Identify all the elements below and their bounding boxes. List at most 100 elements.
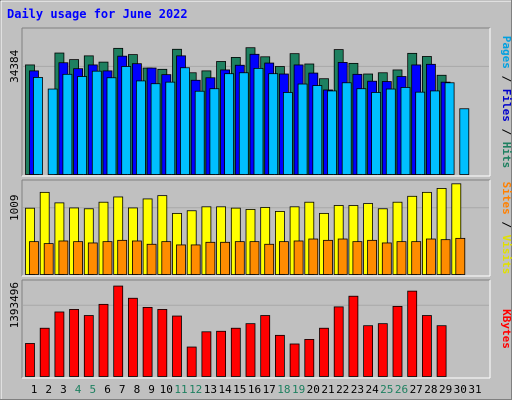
bar-pages-day-5 [91, 70, 102, 175]
bar-kbytes-day-18 [274, 334, 285, 377]
bar-pages-day-7 [121, 66, 132, 175]
bar-kbytes-day-10 [157, 309, 168, 377]
bar-sites-day-4 [73, 241, 83, 275]
bar-kbytes-day-8 [127, 297, 138, 377]
bar-sites-day-16 [249, 241, 260, 275]
bar-kbytes-day-28 [421, 315, 432, 377]
bar-kbytes-day-24 [363, 325, 374, 377]
bar-kbytes-day-20 [304, 339, 315, 377]
bar-sites-day-26 [396, 241, 407, 275]
bar-sites-day-22 [337, 238, 348, 275]
bar-sites-day-28 [425, 238, 436, 275]
bar-sites-day-5 [87, 242, 98, 275]
bar-sites-day-6 [102, 241, 113, 275]
bar-sites-day-12 [190, 244, 201, 275]
x-tick-label-day-11: 11 [174, 383, 187, 396]
x-tick-label-day-16: 16 [248, 383, 261, 396]
panel-series-label: Pages / Files / Hits [500, 36, 512, 169]
panel-series-label: KBytes [500, 309, 512, 349]
bar-sites-day-14 [220, 241, 231, 275]
bar-kbytes-day-4 [69, 309, 79, 377]
bar-kbytes-day-13 [201, 331, 212, 377]
bar-pages-day-18 [282, 92, 293, 175]
bar-kbytes-day-12 [186, 346, 197, 377]
x-tick-label-day-4: 4 [75, 383, 82, 396]
x-tick-label-day-5: 5 [89, 383, 96, 396]
x-tick-label-day-26: 26 [395, 383, 408, 396]
x-tick-label-day-14: 14 [218, 383, 232, 396]
x-tick-label-day-30: 30 [454, 383, 467, 396]
bar-sites-day-8 [131, 240, 142, 275]
bar-kbytes-day-25 [377, 323, 388, 377]
bar-kbytes-day-11 [172, 315, 182, 377]
bar-sites-day-24 [367, 239, 378, 275]
series-sites [29, 237, 466, 275]
bar-pages-day-4 [77, 76, 87, 175]
bar-sites-day-10 [161, 241, 172, 275]
bar-sites-day-15 [234, 241, 245, 275]
series-pages [33, 66, 470, 175]
bar-pages-day-30 [459, 108, 470, 175]
x-tick-label-day-24: 24 [365, 383, 379, 396]
bar-pages-day-9 [150, 83, 161, 175]
bar-pages-day-23 [356, 88, 367, 175]
bar-sites-day-2 [43, 243, 54, 275]
bar-kbytes-day-23 [348, 295, 359, 377]
x-tick-label-day-12: 12 [189, 383, 202, 396]
bar-pages-day-15 [238, 72, 249, 175]
series-kbytes [25, 285, 447, 377]
bar-pages-day-16 [253, 67, 264, 175]
x-tick-label-day-15: 15 [233, 383, 246, 396]
panel-visits-sites: 1009 Sites / Visits [8, 179, 512, 277]
x-tick-label-day-20: 20 [307, 383, 320, 396]
bar-pages-day-22 [341, 82, 352, 175]
bar-pages-day-17 [268, 73, 279, 175]
bar-pages-day-19 [297, 83, 308, 175]
x-tick-label-day-22: 22 [336, 383, 349, 396]
x-tick-label-day-9: 9 [148, 383, 155, 396]
bar-pages-day-24 [371, 92, 382, 175]
bar-pages-day-25 [385, 88, 396, 175]
bar-pages-day-26 [400, 87, 411, 175]
x-tick-label-day-3: 3 [60, 383, 67, 396]
bar-kbytes-day-14 [216, 330, 227, 377]
bar-kbytes-day-21 [319, 327, 329, 377]
bar-sites-day-23 [352, 241, 363, 275]
bar-sites-day-20 [308, 238, 319, 275]
bar-pages-day-27 [415, 91, 426, 175]
bar-sites-day-11 [176, 244, 186, 275]
bar-pages-day-20 [312, 85, 323, 175]
x-tick-label-day-2: 2 [45, 383, 52, 396]
x-tick-label-day-17: 17 [263, 383, 276, 396]
bar-pages-day-28 [429, 90, 440, 175]
bar-kbytes-day-1 [25, 343, 35, 377]
x-tick-label-day-23: 23 [351, 383, 364, 396]
bar-sites-day-25 [381, 242, 392, 275]
bar-sites-day-13 [205, 241, 216, 275]
bar-sites-day-29 [440, 239, 451, 275]
bar-kbytes-day-19 [289, 343, 300, 377]
chart-title: Daily usage for June 2022 [7, 7, 188, 21]
x-tick-label-day-29: 29 [439, 383, 452, 396]
panel-hits-files-pages: 34384 Pages / Files / Hits [8, 27, 512, 177]
bar-kbytes-day-26 [392, 305, 403, 377]
bar-kbytes-day-17 [260, 315, 271, 377]
bar-sites-day-1 [29, 241, 39, 275]
bar-kbytes-day-7 [113, 285, 124, 377]
bar-pages-day-14 [224, 73, 235, 175]
x-tick-label-day-10: 10 [160, 383, 173, 396]
panel-kbytes: 1393496 KBytes [8, 279, 512, 379]
bar-pages-day-21 [327, 90, 337, 175]
x-tick-label-day-8: 8 [134, 383, 141, 396]
bar-pages-day-29 [444, 82, 455, 175]
bar-sites-day-18 [278, 241, 289, 275]
bar-kbytes-day-2 [39, 327, 50, 377]
y-tick-label: 1393496 [8, 282, 21, 328]
x-tick-label-day-31: 31 [468, 383, 481, 396]
bar-sites-day-27 [411, 241, 422, 275]
bar-sites-day-7 [117, 239, 128, 275]
bar-pages-day-2 [47, 88, 58, 175]
bar-sites-day-9 [146, 243, 157, 275]
